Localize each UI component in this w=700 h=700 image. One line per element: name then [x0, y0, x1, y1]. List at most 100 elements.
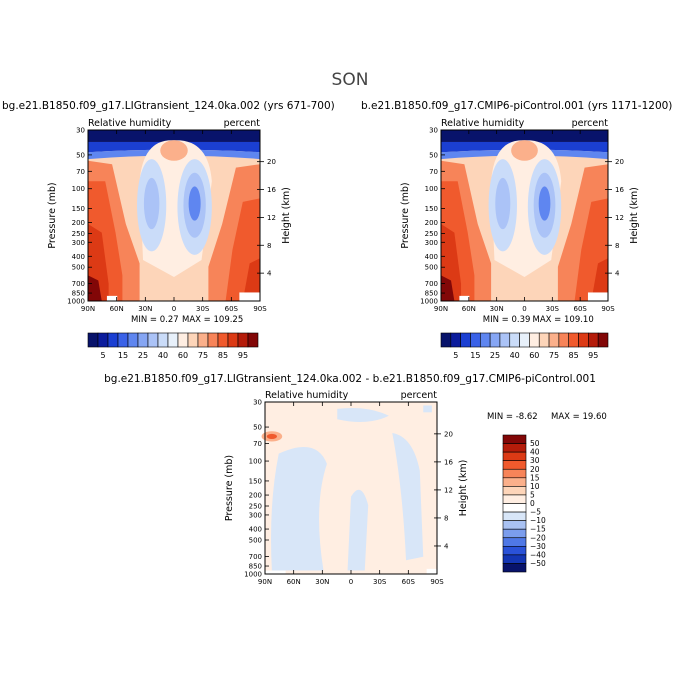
min-label: MIN = 0.39	[483, 315, 531, 325]
min-label: MIN = 0.27	[131, 315, 179, 325]
colorbar-swatch	[167, 332, 179, 348]
colorbar-label: 5	[530, 490, 535, 499]
colorbar-label: 85	[569, 351, 579, 360]
h-tick-label: 4	[444, 542, 449, 550]
panel-1-title: bg.e21.B1850.f09_g17.LIGtransient_124.0k…	[2, 100, 335, 112]
colorbar-swatch	[502, 563, 527, 573]
colorbar-swatch	[558, 332, 570, 348]
p-tick-label: 200	[72, 219, 85, 227]
field-region-south-inner	[591, 258, 608, 301]
colorbar-swatch	[187, 332, 199, 348]
colorbar-swatch	[502, 486, 527, 496]
colorbar-swatch	[502, 477, 527, 487]
colorbar-swatch	[502, 554, 527, 564]
p-tick-label: 150	[425, 205, 438, 213]
x-tick-label: 30S	[373, 578, 387, 586]
colorbar-label: −5	[530, 508, 541, 517]
colorbar-swatch	[538, 332, 550, 348]
x-tick-label: 90S	[601, 305, 615, 313]
h-tick-label: 4	[615, 270, 620, 278]
colorbar-swatch	[157, 332, 169, 348]
colorbar-label: −15	[530, 525, 546, 534]
colorbar-label: 25	[138, 351, 148, 360]
colorbar-label: 10	[530, 482, 540, 491]
right-label: percent	[224, 118, 261, 129]
h-tick-label: 16	[444, 458, 453, 466]
colorbar-swatch	[470, 332, 481, 348]
colorbar-swatch	[117, 332, 129, 348]
min-label: MIN = -8.62	[487, 412, 538, 422]
colorbar-label: 5	[453, 351, 458, 360]
p-tick-label: 50	[76, 151, 85, 159]
p-tick-label: 100	[425, 185, 438, 193]
colorbar-swatch	[207, 332, 219, 348]
panel-2-title: b.e21.B1850.f09_g17.CMIP6-piControl.001 …	[361, 100, 673, 112]
x-tick-label: 30N	[490, 305, 504, 313]
colorbar-swatch	[107, 332, 119, 348]
x-tick-label: 90S	[430, 578, 444, 586]
colorbar-swatch	[502, 520, 527, 530]
colorbar-swatch	[529, 332, 540, 348]
x-tick-label: 0	[349, 578, 353, 586]
p-tick-label: 300	[72, 239, 85, 247]
field-surface-mask-south	[587, 292, 608, 301]
colorbar-label: 15	[118, 351, 128, 360]
field-surface-mask-north	[459, 295, 470, 301]
left-label: Relative humidity	[88, 118, 172, 129]
colorbar-swatch	[177, 332, 189, 348]
diff-region-equator	[347, 489, 369, 571]
field-surface-mask-south	[239, 292, 260, 301]
x-tick-label: 90N	[258, 578, 272, 586]
p-tick-label: 850	[72, 290, 85, 298]
colorbar-swatch	[502, 468, 527, 479]
field-top-band-1	[441, 130, 608, 142]
colorbar-swatch	[450, 332, 461, 348]
colorbar-label: −50	[530, 559, 546, 568]
h-tick-label: 20	[267, 158, 276, 166]
right-label: percent	[572, 118, 609, 129]
p-tick-label: 70	[253, 440, 262, 448]
field-top-band-1	[88, 130, 260, 142]
right-label: percent	[401, 390, 438, 401]
colorbar-label: 95	[238, 351, 248, 360]
p-tick-label: 1000	[420, 298, 438, 306]
p-tick-label: 700	[249, 553, 262, 561]
colorbar-label: 75	[549, 351, 559, 360]
colorbar-swatch	[502, 434, 527, 444]
p-tick-label: 150	[72, 205, 85, 213]
field-region-south-inner	[242, 258, 260, 301]
panel-3: 90N 60N 30N 0 30S 60S 90S305070100150200250300…	[224, 390, 607, 586]
x-tick-label: 60S	[402, 578, 416, 586]
x-tick-label: 60N	[110, 305, 124, 313]
p-tick-label: 30	[76, 127, 85, 135]
colorbar-label: 40	[530, 448, 540, 457]
colorbar-swatch	[502, 546, 527, 556]
x-tick-label: 30N	[138, 305, 152, 313]
x-tick-label: 60N	[287, 578, 301, 586]
diff-region-north	[271, 446, 327, 571]
x-tick-label: 0	[522, 305, 526, 313]
colorbar-label: 20	[530, 465, 540, 474]
p-tick-label: 400	[425, 253, 438, 261]
panel-1: 90N 60N 30N 0 30S 60S 90S 30 50 70 100 150 200 250300…	[47, 118, 292, 360]
colorbar-label: 75	[198, 351, 208, 360]
colorbar-swatch	[588, 332, 599, 348]
p-tick-label: 150	[249, 477, 262, 485]
h-tick-label: 12	[267, 214, 276, 222]
colorbar-swatch	[97, 332, 109, 348]
colorbar-label: 40	[510, 351, 520, 360]
y-axis-title: Pressure (mb)	[224, 455, 235, 521]
p-tick-label: 250	[425, 230, 438, 238]
colorbar-swatch	[217, 332, 229, 348]
field-dry-north-core	[143, 177, 160, 230]
colorbar-swatch	[127, 332, 139, 348]
p-tick-label: 500	[425, 264, 438, 272]
colorbar-swatch	[519, 332, 530, 348]
y2-axis-title: Height (km)	[458, 460, 469, 517]
p-tick-label: 250	[72, 230, 85, 238]
p-tick-label: 70	[76, 168, 85, 176]
colorbar-swatch	[460, 332, 471, 348]
field-surface-mask-north	[106, 295, 118, 301]
colorbar-label: 60	[529, 351, 539, 360]
